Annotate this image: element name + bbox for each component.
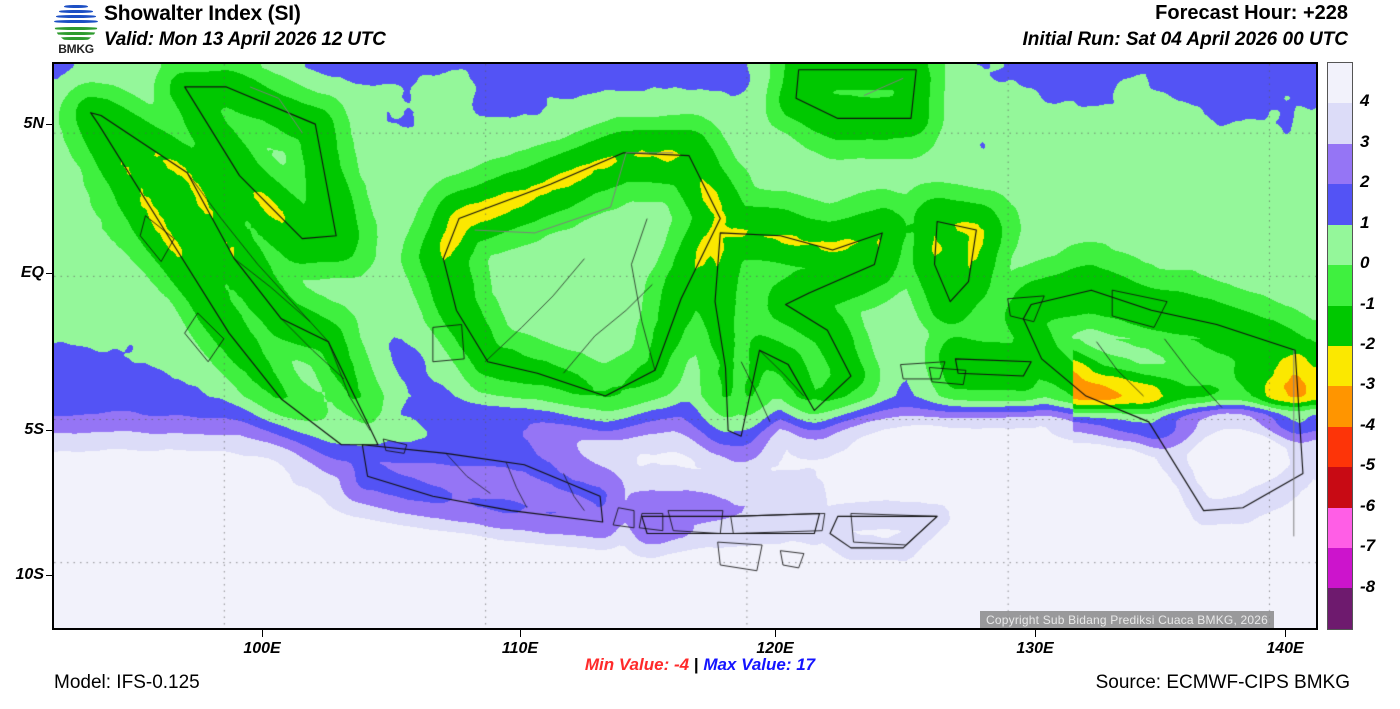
colorbar-band [1328,548,1352,589]
longitude-tick-label: 110E [501,640,539,657]
colorbar-band [1328,103,1352,144]
minmax-separator: | [693,655,699,674]
latitude-tick-mark [46,273,53,274]
colorbar-band [1328,507,1352,549]
latitude-tick-label: 5S [24,421,44,438]
longitude-tick-mark [775,630,776,637]
source-label: Source: ECMWF-CIPS BMKG [1095,672,1350,693]
bmkg-logo-label: BMKG [58,42,94,56]
forecast-map[interactable]: Copyright Sub Bidang Prediksi Cuaca BMKG… [52,62,1318,630]
colorbar-tick-label: -5 [1360,455,1376,475]
longitude-tick-label: 120E [756,640,794,657]
colorbar-band [1328,426,1352,468]
longitude-tick-label: 130E [1016,640,1054,657]
colorbar-tick-label: -3 [1360,374,1376,394]
latitude-tick-mark [46,124,53,125]
latitude-tick-label: 5N [23,115,44,132]
colorbar-band [1328,184,1352,225]
min-max-values: Min Value: -4 | Max Value: 17 [0,655,1400,675]
valid-time-label: Valid: Mon 13 April 2026 12 UTC [104,29,386,50]
latitude-tick-label: EQ [20,264,44,281]
colorbar-tick-label: 0 [1360,253,1370,273]
colorbar-labels: 4 3 2 1 0 -1 -2 -3 -4 -5 -6 -7 -8 [1360,62,1400,630]
colorbar-band [1328,588,1352,629]
min-value-label: Min Value: -4 [584,655,690,674]
page-title: Showalter Index (SI) [104,2,301,25]
copyright-watermark: Copyright Sub Bidang Prediksi Cuaca BMKG… [980,611,1275,628]
colorbar-tick-label: 2 [1360,172,1370,192]
colorbar-tick-label: -7 [1360,536,1376,556]
colorbar-tick-label: 1 [1360,212,1370,232]
longitude-tick-label: 100E [243,640,281,657]
longitude-tick-label: 140E [1266,640,1304,657]
colorbar-tick-label: 4 [1360,91,1370,111]
colorbar [1327,62,1353,630]
colorbar-tick-label: -4 [1360,414,1376,434]
longitude-tick-mark [1285,630,1286,637]
colorbar-band [1328,305,1352,346]
model-label: Model: IFS-0.125 [54,672,200,693]
map-raster [54,64,1316,628]
longitude-tick-mark [1035,630,1036,637]
colorbar-band [1328,63,1352,104]
initial-run-label: Initial Run: Sat 04 April 2026 00 UTC [1022,29,1348,50]
header-bar: BMKG Showalter Index (SI) Valid: Mon 13 … [0,0,1400,60]
colorbar-tick-label: -2 [1360,334,1376,353]
forecast-hour-label: Forecast Hour: +228 [1155,2,1348,24]
bmkg-logo: BMKG [48,2,104,58]
colorbar-tick-label: 3 [1360,131,1370,151]
colorbar-band [1328,467,1352,508]
colorbar-tick-label: -8 [1360,576,1376,596]
colorbar-tick-label: -1 [1360,293,1376,313]
latitude-tick-mark [46,575,53,576]
latitude-tick-mark [46,430,53,431]
colorbar-band [1328,143,1352,185]
bmkg-logo-disc [54,3,98,43]
colorbar-band [1328,386,1352,427]
longitude-tick-mark [520,630,521,637]
colorbar-band [1328,345,1352,387]
colorbar-band [1328,265,1352,306]
latitude-tick-label: 10S [15,566,44,583]
longitude-tick-mark [262,630,263,637]
colorbar-tick-label: -6 [1360,495,1376,515]
max-value-label: Max Value: 17 [703,655,816,674]
colorbar-band [1328,224,1352,266]
